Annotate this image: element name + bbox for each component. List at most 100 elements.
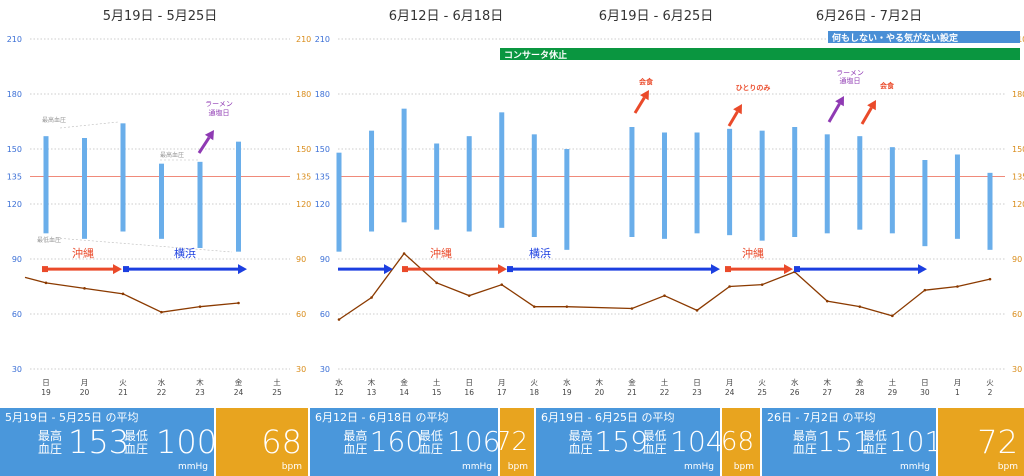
x-tick-day: 14 xyxy=(399,388,409,397)
x-tick-dow: 月 xyxy=(954,378,962,387)
min-bp-value: 106 xyxy=(447,425,498,458)
mood-banner xyxy=(828,31,1020,43)
bp-bar xyxy=(889,147,895,234)
x-tick-dow: 木 xyxy=(196,377,204,387)
max-bp-label-2: 最高血圧 xyxy=(160,151,184,159)
pulse-line xyxy=(45,282,239,313)
x-tick-day: 26 xyxy=(790,388,800,397)
dinner-arrow-2 xyxy=(860,107,873,125)
min-bp-value: 100 xyxy=(156,423,214,461)
bp-bar xyxy=(236,141,241,252)
min-bp-label: 最低 血圧 xyxy=(418,429,443,456)
card-caption: 5月19日 - 5月25日 の平均 xyxy=(5,411,139,424)
x-tick-day: 25 xyxy=(757,388,767,397)
yokohama-arrow-2-start xyxy=(507,266,513,273)
dinner-label-1: 会食 xyxy=(639,77,654,86)
week-header: 6月26日 - 7月2日 xyxy=(816,9,922,24)
pulse-lines xyxy=(24,252,992,321)
bp-bar xyxy=(857,136,863,230)
y-tick-right: 120 xyxy=(296,200,311,209)
ramen-arrow-2-head xyxy=(835,96,844,107)
bp-bar xyxy=(336,152,342,252)
mood-banner-label: 何もしない・やる気がない設定 xyxy=(832,32,959,44)
bp-bar xyxy=(954,154,960,239)
average-card-pulse: 68 bpm xyxy=(216,408,308,476)
x-tick-day: 21 xyxy=(627,388,637,397)
pulse-value: 72 xyxy=(500,427,528,457)
x-tick-dow: 火 xyxy=(531,378,539,387)
y-tick-left: 90 xyxy=(12,255,22,264)
x-tick-dow: 火 xyxy=(758,378,766,387)
y-tick-left: 60 xyxy=(12,310,22,319)
x-tick-day: 1 xyxy=(955,388,960,397)
min-bp-label: 最低血圧 xyxy=(37,236,61,244)
x-tick-dow: 水 xyxy=(791,377,799,387)
bp-bar xyxy=(792,127,798,237)
ramen-arrow xyxy=(197,136,211,154)
y-tick-left: 30 xyxy=(320,365,330,374)
x-tick-dow: 金 xyxy=(235,377,243,387)
y-tick-right: 135 xyxy=(1012,173,1024,182)
ramen-arrow-head xyxy=(204,130,214,141)
x-tick-day: 13 xyxy=(367,388,377,397)
x-axis-labels: 日19月20火21水22木23金24土25水12木13金14土15日16月17火… xyxy=(41,377,994,397)
yokohama-label-2: 横浜 xyxy=(529,246,551,260)
x-tick-dow: 木 xyxy=(824,377,832,387)
week-headers: 5月19日 - 5月25日 6月12日 - 6月18日 6月19日 - 6月25日 6… xyxy=(103,9,922,24)
bp-bar xyxy=(43,136,49,234)
yokohama-arrow-2-head xyxy=(711,264,720,275)
min-guide xyxy=(55,237,233,253)
y-tick-right: 120 xyxy=(1012,200,1024,209)
y-tick-left: 60 xyxy=(320,310,330,319)
okinawa-label-2: 沖縄 xyxy=(430,246,452,260)
y-tick-left: 90 xyxy=(320,255,330,264)
bp-bar xyxy=(369,130,375,232)
bp-bar xyxy=(120,123,126,232)
x-tick-dow: 月 xyxy=(81,378,89,387)
bp-bar xyxy=(466,136,472,232)
x-tick-day: 30 xyxy=(920,388,930,397)
y-tick-right: 210 xyxy=(296,35,311,44)
max-bp-label: 最高 血圧 xyxy=(568,429,593,456)
rest-banner xyxy=(500,48,1020,60)
x-tick-day: 23 xyxy=(195,388,205,397)
dinner-arrow-2-head xyxy=(867,100,876,111)
week-header: 6月12日 - 6月18日 xyxy=(389,9,504,24)
max-bp-value: 159 xyxy=(594,425,648,458)
x-tick-day: 19 xyxy=(41,388,51,397)
x-tick-day: 20 xyxy=(80,388,90,397)
x-tick-dow: 月 xyxy=(726,378,734,387)
bp-unit: mmHg xyxy=(177,462,208,472)
y-tick-left: 120 xyxy=(7,200,22,209)
x-tick-day: 18 xyxy=(530,388,540,397)
y-tick-right: 150 xyxy=(1012,145,1024,154)
bp-bar xyxy=(629,127,635,237)
ramen-label-2: 通塩日 xyxy=(209,108,230,117)
max-bp-value: 160 xyxy=(369,425,424,458)
x-tick-day: 22 xyxy=(157,388,167,397)
ramen-arrow-2 xyxy=(827,103,841,123)
x-tick-dow: 土 xyxy=(433,377,441,387)
average-card-pulse: 72 bpm xyxy=(938,408,1024,476)
bp-bar xyxy=(987,172,993,250)
y-tick-left: 150 xyxy=(315,145,330,154)
x-tick-dow: 金 xyxy=(628,377,636,387)
x-tick-day: 24 xyxy=(725,388,735,397)
pulse-value: 68 xyxy=(261,423,302,461)
x-tick-dow: 月 xyxy=(498,378,506,387)
x-tick-day: 24 xyxy=(234,388,244,397)
okinawa-label-1: 沖縄 xyxy=(72,246,94,260)
min-bp-label: 最低 血圧 xyxy=(124,429,149,456)
max-bp-value: 153 xyxy=(68,423,130,461)
min-bp-label: 最低 血圧 xyxy=(862,429,887,456)
x-tick-day: 12 xyxy=(334,388,344,397)
bp-unit: mmHg xyxy=(461,462,492,472)
x-tick-day: 16 xyxy=(464,388,474,397)
bp-bar xyxy=(401,108,407,223)
x-tick-day: 2 xyxy=(988,388,993,397)
x-tick-day: 27 xyxy=(822,388,832,397)
max-bp-label: 最高血圧 xyxy=(42,116,66,124)
bp-bar xyxy=(499,112,505,228)
okinawa-arrow-3-head xyxy=(784,264,793,275)
yokohama-label-1: 横浜 xyxy=(174,246,196,260)
